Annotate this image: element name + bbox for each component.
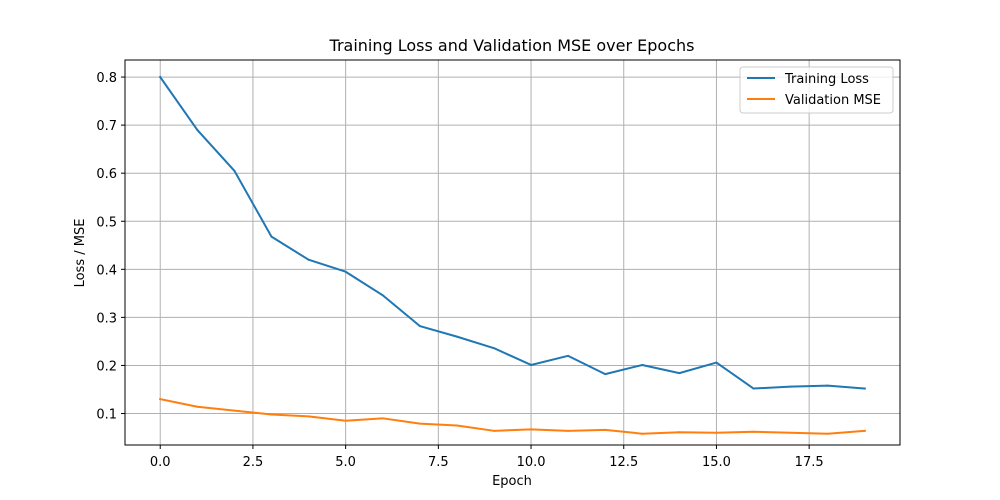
y-tick-label: 0.8 xyxy=(96,71,117,86)
data-point-training-loss xyxy=(492,347,495,350)
data-point-validation-mse xyxy=(418,422,421,425)
legend: Training Loss Validation MSE xyxy=(739,66,894,114)
y-tick-label: 0.1 xyxy=(96,408,117,423)
legend-label-validation-mse: Validation MSE xyxy=(785,93,881,108)
y-tick-label: 0.7 xyxy=(96,119,117,134)
data-point-validation-mse xyxy=(233,409,236,412)
data-point-validation-mse xyxy=(270,413,273,416)
x-tick-label: 5.0 xyxy=(335,455,356,470)
y-tick-label: 0.2 xyxy=(96,359,117,374)
data-point-validation-mse xyxy=(530,428,533,431)
data-point-validation-mse xyxy=(344,419,347,422)
x-ticks: 0.0 2.5 5.0 7.5 10.0 12.5 15.0 17.5 xyxy=(150,445,824,470)
y-tick-label: 0.4 xyxy=(96,263,117,278)
data-point-validation-mse xyxy=(641,432,644,435)
data-point-validation-mse xyxy=(678,431,681,434)
data-point-validation-mse xyxy=(455,424,458,427)
x-tick-label: 17.5 xyxy=(795,455,824,470)
data-point-training-loss xyxy=(863,387,866,390)
data-point-validation-mse xyxy=(826,432,829,435)
data-point-validation-mse xyxy=(381,417,384,420)
y-tick-label: 0.5 xyxy=(96,215,117,230)
plot-frame xyxy=(124,59,901,446)
data-point-validation-mse xyxy=(159,398,162,401)
x-tick-label: 15.0 xyxy=(702,455,731,470)
x-axis-label: Epoch xyxy=(492,474,532,489)
x-tick-label: 0.0 xyxy=(150,455,171,470)
x-tick-label: 2.5 xyxy=(243,455,264,470)
data-point-training-loss xyxy=(159,76,162,79)
data-point-training-loss xyxy=(196,128,199,131)
data-point-training-loss xyxy=(789,385,792,388)
data-point-training-loss xyxy=(270,235,273,238)
data-point-validation-mse xyxy=(567,429,570,432)
data-point-validation-mse xyxy=(715,431,718,434)
data-point-training-loss xyxy=(752,387,755,390)
data-point-training-loss xyxy=(381,294,384,297)
data-point-training-loss xyxy=(307,258,310,261)
x-tick-label: 12.5 xyxy=(609,455,638,470)
chart-title: Training Loss and Validation MSE over Ep… xyxy=(329,36,695,55)
data-point-validation-mse xyxy=(789,431,792,434)
data-point-validation-mse xyxy=(307,415,310,418)
data-point-training-loss xyxy=(418,325,421,328)
data-point-training-loss xyxy=(344,270,347,273)
data-point-validation-mse xyxy=(863,429,866,432)
y-axis-label: Loss / MSE xyxy=(73,219,88,288)
y-tick-label: 0.6 xyxy=(96,167,117,182)
data-point-training-loss xyxy=(455,335,458,338)
data-point-validation-mse xyxy=(492,429,495,432)
data-point-training-loss xyxy=(567,354,570,357)
data-point-training-loss xyxy=(233,169,236,172)
x-tick-label: 10.0 xyxy=(517,455,546,470)
series-line-training-loss xyxy=(158,75,866,390)
data-point-validation-mse xyxy=(604,428,607,431)
data-point-training-loss xyxy=(826,384,829,387)
data-point-validation-mse xyxy=(196,405,199,408)
data-point-training-loss xyxy=(641,363,644,366)
legend-label-training-loss: Training Loss xyxy=(784,72,869,87)
data-point-training-loss xyxy=(678,372,681,375)
data-point-training-loss xyxy=(715,361,718,364)
data-point-training-loss xyxy=(604,373,607,376)
y-ticks: 0.1 0.2 0.3 0.4 0.5 0.6 0.7 0.8 xyxy=(96,71,125,423)
y-tick-label: 0.3 xyxy=(96,311,117,326)
legend-box xyxy=(739,66,894,114)
data-point-training-loss xyxy=(530,363,533,366)
series-line-validation-mse xyxy=(159,397,866,435)
series-lines xyxy=(158,75,866,435)
data-point-validation-mse xyxy=(752,430,755,433)
x-tick-label: 7.5 xyxy=(428,455,449,470)
